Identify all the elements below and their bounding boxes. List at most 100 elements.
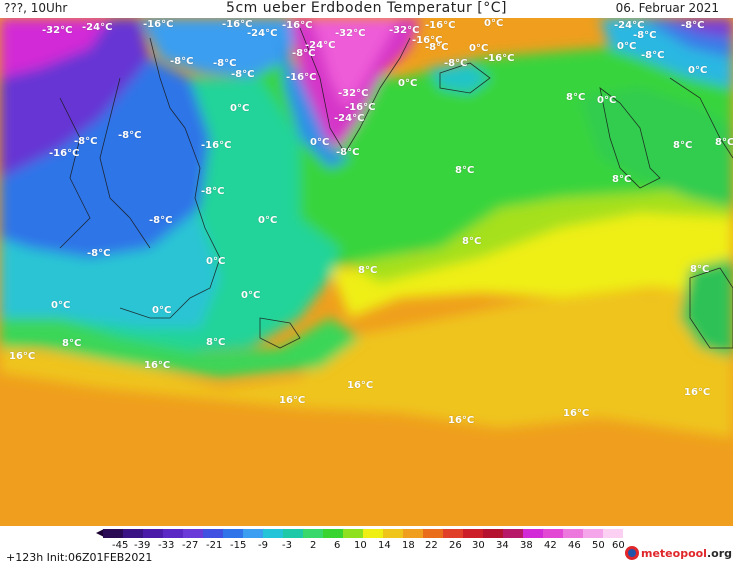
temp-label: 0°C bbox=[688, 65, 708, 76]
forecast-time-label: ???, 10Uhr bbox=[4, 1, 68, 15]
temp-label: 0°C bbox=[484, 18, 504, 29]
temp-label: -8°C bbox=[149, 215, 173, 226]
temp-label: -8°C bbox=[118, 130, 142, 141]
scale-tick: -33 bbox=[158, 540, 175, 551]
temp-label: -16°C bbox=[412, 35, 443, 46]
temp-label: 0°C bbox=[51, 300, 71, 311]
scale-tick: 14 bbox=[378, 540, 391, 551]
scale-tick: 30 bbox=[472, 540, 485, 551]
scale-tick: -21 bbox=[206, 540, 223, 551]
temp-label: -32°C bbox=[335, 28, 366, 39]
temp-label: -8°C bbox=[425, 42, 449, 53]
map-title: 5cm ueber Erdboden Temperatur [°C] bbox=[226, 0, 507, 16]
forecast-date: 06. Februar 2021 bbox=[615, 1, 719, 15]
temp-label: 8°C bbox=[673, 140, 693, 151]
temp-label: 0°C bbox=[241, 290, 261, 301]
temp-label: -32°C bbox=[42, 25, 73, 36]
logo-icon bbox=[625, 546, 639, 560]
temp-label: -8°C bbox=[633, 30, 657, 41]
temp-label: 16°C bbox=[563, 408, 590, 419]
scale-tick: 22 bbox=[425, 540, 438, 551]
temp-label: 0°C bbox=[310, 137, 330, 148]
scale-tick: 46 bbox=[568, 540, 581, 551]
meteopool-logo[interactable]: meteopool.org bbox=[625, 546, 732, 560]
scale-tick: -27 bbox=[182, 540, 199, 551]
temp-label: -16°C bbox=[143, 19, 174, 30]
temp-label: 0°C bbox=[258, 215, 278, 226]
run-info: +123h Init:06Z01FEB2021 bbox=[6, 551, 153, 564]
map-header: ???, 10Uhr 5cm ueber Erdboden Temperatur… bbox=[0, 0, 733, 18]
scale-tick: 42 bbox=[544, 540, 557, 551]
logo-main: meteopool bbox=[641, 546, 707, 560]
temp-label: -16°C bbox=[282, 20, 313, 31]
temp-label: -16°C bbox=[286, 72, 317, 83]
temp-label: 16°C bbox=[684, 387, 711, 398]
scale-tick: -3 bbox=[282, 540, 292, 551]
temp-label: -24°C bbox=[82, 22, 113, 33]
temp-label: 8°C bbox=[206, 337, 226, 348]
temp-label: 0°C bbox=[230, 103, 250, 114]
scale-tick: 10 bbox=[354, 540, 367, 551]
scale-tick: 34 bbox=[496, 540, 509, 551]
temp-label: 0°C bbox=[206, 256, 226, 267]
temp-label: 0°C bbox=[617, 41, 637, 52]
temp-label: 0°C bbox=[469, 43, 489, 54]
temp-label: -8°C bbox=[681, 20, 705, 31]
temp-label: -8°C bbox=[201, 186, 225, 197]
temp-label: -24°C bbox=[247, 28, 278, 39]
temp-label: -8°C bbox=[213, 58, 237, 69]
scale-tick: 60 bbox=[612, 540, 625, 551]
temp-label: -8°C bbox=[641, 50, 665, 61]
temp-label: 0°C bbox=[597, 95, 617, 106]
scale-tick: 18 bbox=[402, 540, 415, 551]
temp-label: 8°C bbox=[690, 264, 710, 275]
temp-label: 8°C bbox=[462, 236, 482, 247]
temp-label: -16°C bbox=[49, 148, 80, 159]
temp-label: -24°C bbox=[305, 40, 336, 51]
temp-label: -16°C bbox=[201, 140, 232, 151]
scale-tick: 50 bbox=[592, 540, 605, 551]
temp-label: -8°C bbox=[87, 248, 111, 259]
scale-tick: -39 bbox=[134, 540, 151, 551]
scale-tick: -45 bbox=[112, 540, 129, 551]
temp-label: -16°C bbox=[425, 20, 456, 31]
temp-label: -16°C bbox=[345, 102, 376, 113]
temp-label: -16°C bbox=[222, 19, 253, 30]
temp-label: 8°C bbox=[715, 137, 733, 148]
temp-label: 8°C bbox=[612, 174, 632, 185]
scale-tick: 6 bbox=[334, 540, 341, 551]
temp-label: 16°C bbox=[279, 395, 306, 406]
temp-label: -24°C bbox=[334, 113, 365, 124]
color-scale bbox=[103, 529, 623, 538]
scale-tick: -15 bbox=[230, 540, 247, 551]
temp-label: 16°C bbox=[448, 415, 475, 426]
temp-label: -24°C bbox=[614, 20, 645, 31]
scale-min-arrow bbox=[96, 529, 104, 537]
temp-label: -32°C bbox=[338, 88, 369, 99]
temp-label: 16°C bbox=[144, 360, 171, 371]
logo-suffix: .org bbox=[706, 546, 733, 560]
temp-label: -16°C bbox=[484, 53, 515, 64]
logo-text: meteopool.org bbox=[641, 547, 732, 560]
scale-tick: 38 bbox=[520, 540, 533, 551]
temp-label: -8°C bbox=[444, 58, 468, 69]
scale-tick: -9 bbox=[258, 540, 268, 551]
temp-label: -8°C bbox=[74, 136, 98, 147]
temp-label: -8°C bbox=[336, 147, 360, 158]
temp-label: 0°C bbox=[398, 78, 418, 89]
temp-label: -8°C bbox=[170, 56, 194, 67]
temp-label: 8°C bbox=[62, 338, 82, 349]
temperature-field bbox=[0, 18, 733, 526]
temp-label: 8°C bbox=[566, 92, 586, 103]
temp-label: 16°C bbox=[347, 380, 374, 391]
temperature-map: -32°C -24°C -16°C -16°C -24°C -16°C -32°… bbox=[0, 18, 733, 526]
temp-label: 8°C bbox=[358, 265, 378, 276]
scale-tick: 26 bbox=[449, 540, 462, 551]
temp-label: -8°C bbox=[292, 48, 316, 59]
temp-label: 0°C bbox=[152, 305, 172, 316]
temp-label: 16°C bbox=[9, 351, 36, 362]
temp-label: -32°C bbox=[389, 25, 420, 36]
temp-label: -8°C bbox=[231, 69, 255, 80]
temp-label: 8°C bbox=[455, 165, 475, 176]
scale-tick: 2 bbox=[310, 540, 317, 551]
